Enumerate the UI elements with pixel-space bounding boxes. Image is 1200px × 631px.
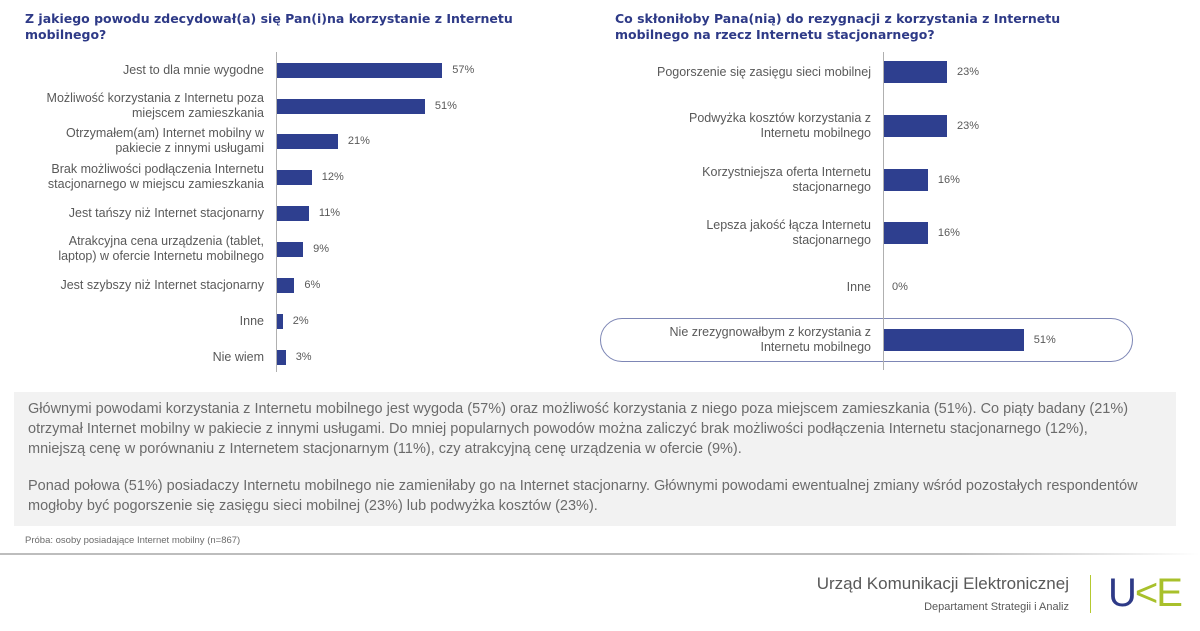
value-label: 51% <box>434 100 457 112</box>
bar <box>277 313 283 329</box>
value-label: 2% <box>292 315 309 327</box>
category-axis <box>276 52 277 372</box>
bar <box>277 133 338 149</box>
logo-letter-u: U <box>1108 571 1137 615</box>
value-label: 0% <box>892 281 908 293</box>
category-label: Lepsza jakość łącza Internetu stacjonarne… <box>600 218 871 248</box>
highlight-outline <box>600 318 1133 362</box>
category-label-line: Pogorszenie się zasięgu sieci mobilnej <box>656 64 871 79</box>
category-label-line: Możliwość korzystania z Internetu poza <box>46 91 264 105</box>
bar <box>277 98 425 114</box>
category-label-line: Jest to dla mnie wygodne <box>122 62 264 77</box>
category-label-line: Podwyżka kosztów korzystania z <box>688 111 871 125</box>
category-label-line: Lepsza jakość łącza Internetu <box>706 218 871 232</box>
bar <box>884 222 928 244</box>
category-label: Pogorszenie się zasięgu sieci mobilnej <box>600 65 871 80</box>
category-label-line: Korzystniejsza oferta Internetu <box>702 165 871 179</box>
category-label: Korzystniejsza oferta Internetu stacjonar… <box>600 165 871 195</box>
logo-letter-k: < <box>1134 571 1158 615</box>
category-label: Jest to dla mnie wygodne <box>2 63 264 78</box>
category-label: Inne <box>600 280 871 295</box>
category-label-line: Jest tańszy niż Internet stacjonarny <box>68 205 264 220</box>
bar <box>277 241 304 257</box>
bar <box>277 349 286 365</box>
category-label-line: Inne <box>239 313 264 328</box>
bar <box>884 61 948 83</box>
organization-block: Urząd Komunikacji Elektronicznej Departa… <box>817 574 1069 614</box>
bar <box>277 62 443 78</box>
bar <box>884 169 928 191</box>
category-label-line: miejscem zamieszkania <box>132 106 264 120</box>
category-label: Nie wiem <box>2 350 264 365</box>
category-label: Otrzymałem(am) Internet mobilny w pakieci… <box>2 126 264 156</box>
uke-logo: U<E <box>1108 571 1183 615</box>
summary-paragraph-1: Głównymi powodami korzystania z Internet… <box>28 401 1129 457</box>
value-label: 12% <box>321 171 344 183</box>
bar <box>277 277 295 293</box>
category-label-line: Nie wiem <box>212 349 264 364</box>
category-label-line: Internetu mobilnego <box>760 126 872 140</box>
category-axis <box>883 52 884 370</box>
category-label: Jest tańszy niż Internet stacjonarny <box>2 206 264 221</box>
bar <box>277 205 309 221</box>
category-label-line: Inne <box>846 279 871 294</box>
category-label-line: stacjonarnego <box>792 180 871 194</box>
value-label: 6% <box>304 279 321 291</box>
category-label: Możliwość korzystania z Internetu poza mi… <box>2 91 264 121</box>
category-label-line: Atrakcyjna cena urządzenia (tablet, <box>68 234 264 248</box>
category-label-line: laptop) w ofercie Internetu mobilnego <box>58 249 264 263</box>
value-label: 23% <box>957 120 980 132</box>
logo-letter-e: E <box>1156 571 1183 615</box>
category-label: Atrakcyjna cena urządzenia (tablet, lapto… <box>2 234 264 264</box>
value-label: 57% <box>452 64 475 76</box>
category-label-line: stacjonarnego w miejscu zamieszkania <box>47 177 264 191</box>
value-label: 16% <box>937 174 960 186</box>
bar <box>277 169 312 185</box>
category-label: Inne <box>2 314 264 329</box>
value-label: 16% <box>937 227 960 239</box>
category-label-line: Brak możliwości podłączenia Internetu <box>51 162 264 176</box>
category-label-line: Otrzymałem(am) Internet mobilny w <box>66 126 264 140</box>
summary-paragraph-2: Ponad połowa (51%) posiadaczy Internetu … <box>28 478 1138 514</box>
category-label-line: Jest szybszy niż Internet stacjonarny <box>60 277 264 292</box>
category-label: Jest szybszy niż Internet stacjonarny <box>2 278 264 293</box>
value-label: 3% <box>295 351 312 363</box>
category-label-line: Internetu mobilnego <box>760 340 872 354</box>
category-label: Nie zrezygnowałbym z korzystania z Intern… <box>600 325 871 355</box>
summary-box: Głównymi powodami korzystania z Internet… <box>14 392 1176 526</box>
value-label: 9% <box>313 243 329 255</box>
footer-divider <box>0 553 1200 555</box>
bar <box>884 329 1024 351</box>
value-label: 21% <box>347 135 370 147</box>
category-label: Brak możliwości podłączenia Internetu sta… <box>2 162 264 192</box>
value-label: 11% <box>318 207 341 219</box>
category-label: Podwyżka kosztów korzystania z Internetu … <box>600 111 871 141</box>
value-label: 51% <box>1033 334 1056 346</box>
category-label-line: Nie zrezygnowałbym z korzystania z <box>669 325 871 339</box>
bar <box>884 115 948 137</box>
sample-note: Próba: osoby posiadające Internet mobiln… <box>25 535 241 546</box>
logo-separator <box>1090 575 1091 613</box>
category-label-line: pakiecie z innymi usługami <box>115 141 264 155</box>
value-label: 23% <box>957 66 980 78</box>
department-name: Departament Strategii i Analiz <box>924 601 1069 613</box>
left-chart-title: Z jakiego powodu zdecydował(a) się Pan(i… <box>25 11 513 42</box>
category-label-line: stacjonarnego <box>792 233 871 247</box>
right-chart-title: Co skłoniłoby Pana(nią) do rezygnacji z … <box>615 11 1061 42</box>
organization-name: Urząd Komunikacji Elektronicznej <box>816 574 1069 593</box>
